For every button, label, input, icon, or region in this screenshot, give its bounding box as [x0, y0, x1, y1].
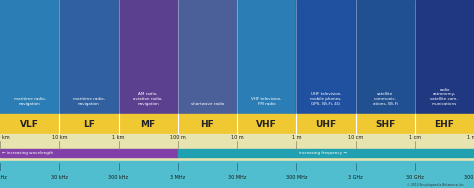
Text: VLF: VLF: [20, 120, 39, 129]
Text: maritime radio,
navigation: maritime radio, navigation: [14, 97, 46, 106]
Bar: [0, 114, 474, 134]
Text: LF: LF: [83, 120, 95, 129]
Bar: [0, 161, 474, 188]
Text: 1 m: 1 m: [292, 135, 301, 140]
Bar: [59, 0, 118, 114]
Text: 30 kHz: 30 kHz: [51, 175, 68, 180]
Text: ← increasing wavelength: ← increasing wavelength: [2, 151, 54, 155]
Bar: [178, 149, 474, 157]
Text: 10 m: 10 m: [231, 135, 243, 140]
Text: maritime radio,
navigation: maritime radio, navigation: [73, 97, 105, 106]
Text: 10 km: 10 km: [52, 135, 67, 140]
Text: EHF: EHF: [435, 120, 454, 129]
Text: radio
astronomy,
satellite com-
munications: radio astronomy, satellite com- municati…: [430, 88, 458, 106]
Bar: [296, 0, 356, 114]
Text: increasing frequency →: increasing frequency →: [299, 151, 346, 155]
Bar: [356, 0, 415, 114]
Bar: [0, 149, 178, 157]
Text: 10 cm: 10 cm: [348, 135, 363, 140]
Text: HF: HF: [201, 120, 214, 129]
Text: 1 cm: 1 cm: [409, 135, 421, 140]
Text: 3 kHz: 3 kHz: [0, 175, 7, 180]
Text: 1 km: 1 km: [112, 135, 125, 140]
Text: 100 m: 100 m: [170, 135, 186, 140]
Text: 30 MHz: 30 MHz: [228, 175, 246, 180]
Bar: [415, 0, 474, 114]
Bar: [237, 0, 296, 114]
Text: VHF television,
FM radio: VHF television, FM radio: [251, 97, 282, 106]
Text: © 2013 Encyclopaedia Britannica, Inc.: © 2013 Encyclopaedia Britannica, Inc.: [407, 183, 465, 187]
Text: 300 MHz: 300 MHz: [285, 175, 307, 180]
Text: 1 mm: 1 mm: [467, 135, 474, 140]
Text: UHF: UHF: [315, 120, 337, 129]
Bar: [0, 134, 474, 161]
Text: MF: MF: [141, 120, 155, 129]
Text: UHF television,
mobile phones,
GPS, Wi-Fi, 4G: UHF television, mobile phones, GPS, Wi-F…: [310, 92, 342, 106]
Text: shortwave radio: shortwave radio: [191, 102, 224, 106]
Text: VHF: VHF: [256, 120, 277, 129]
Bar: [118, 0, 178, 114]
Text: SHF: SHF: [375, 120, 395, 129]
Text: 100 km: 100 km: [0, 135, 9, 140]
Bar: [178, 0, 237, 114]
Text: 30 GHz: 30 GHz: [406, 175, 424, 180]
Text: 300 kHz: 300 kHz: [109, 175, 128, 180]
Text: satellite
communic-
ations, Wi-Fi: satellite communic- ations, Wi-Fi: [373, 92, 398, 106]
Text: AM radio,
aviation radio,
navigation: AM radio, aviation radio, navigation: [133, 92, 163, 106]
Text: 3 MHz: 3 MHz: [170, 175, 185, 180]
Text: 300 GHz: 300 GHz: [464, 175, 474, 180]
Bar: [0, 0, 59, 114]
Text: 3 GHz: 3 GHz: [348, 175, 363, 180]
